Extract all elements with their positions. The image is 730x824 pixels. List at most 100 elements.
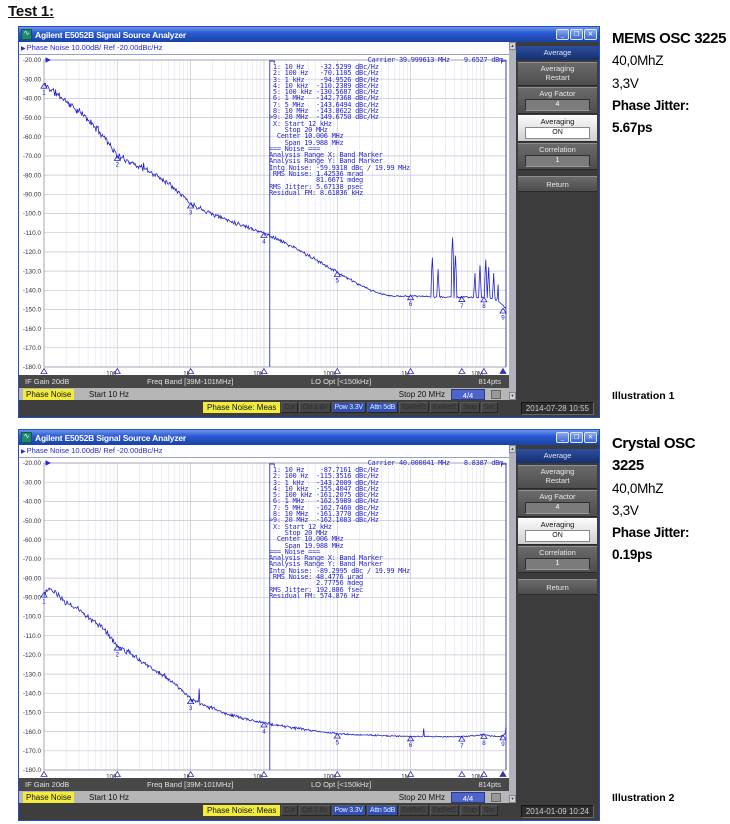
y-tick-label: -70.00 — [23, 153, 42, 160]
window-titlebar[interactable]: ∿ Agilent E5052B Signal Source Analyzer … — [19, 27, 599, 42]
y-tick-label: -150.0 — [23, 307, 42, 314]
softkey-correlation[interactable]: Correlation 1 — [518, 546, 597, 573]
y-tick-label: -50.00 — [23, 115, 42, 122]
marker-number: 1 — [42, 598, 46, 605]
carrier-frequency: Carrier 40.000041 MHz — [367, 459, 451, 467]
axis-marker-tick-icon — [40, 770, 48, 777]
status-item-extref2: ExtRef2 — [429, 805, 460, 816]
trace-select-arrow-icon: ▶ — [21, 46, 26, 52]
carrier-power: 8.8387 dBm — [463, 459, 503, 467]
y-tick-label: -120.0 — [23, 249, 42, 256]
scroll-down-icon[interactable]: ▼ — [509, 795, 516, 803]
window-titlebar[interactable]: ∿ Agilent E5052B Signal Source Analyzer … — [19, 430, 599, 445]
note-line: 0.19ps — [612, 547, 653, 563]
x-decade-label: 10k — [253, 372, 264, 378]
y-tick-label: -140.0 — [23, 690, 42, 697]
softkey-averaging[interactable]: Averaging ON — [518, 115, 597, 142]
marker-number: 4 — [262, 728, 266, 735]
phase-noise-graph: -20.00 -30.00 -40.00 -50.00 -60.00 -70.00 -80.… — [19, 55, 509, 378]
axis-marker-tick-icon — [113, 770, 122, 777]
minimize-button[interactable]: _ — [556, 29, 569, 40]
y-tick-label: -180.0 — [23, 767, 42, 774]
axis-marker-tick-icon — [333, 770, 341, 777]
y-tick-label: -70.00 — [23, 556, 42, 563]
window-title: Agilent E5052B Signal Source Analyzer — [35, 432, 187, 443]
app-icon: ∿ — [21, 432, 32, 443]
marker-triangle-icon — [499, 734, 507, 741]
y-tick-label: -90.00 — [23, 192, 42, 199]
y-tick-label: -80.00 — [23, 172, 42, 179]
softkey-label: Correlation — [539, 145, 576, 154]
axis-marker-tick-icon — [499, 770, 507, 777]
minimize-button[interactable]: _ — [556, 432, 569, 443]
scroll-up-icon[interactable]: ▲ — [509, 42, 516, 50]
softkey-return[interactable]: Return — [518, 579, 597, 595]
menu-items: Averaging Restart Avg Factor 4 Averaging ON Co… — [516, 60, 599, 193]
ref-level-arrow-icon — [45, 57, 51, 63]
spare-button[interactable] — [491, 390, 501, 399]
softkey-label: Averaging — [540, 520, 575, 529]
axis-marker-tick-icon — [480, 770, 488, 777]
restore-button[interactable]: ❐ — [570, 432, 583, 443]
axis-marker-tick-icon — [333, 367, 341, 374]
softkey-value: ON — [525, 127, 590, 139]
marker-triangle-icon — [480, 296, 488, 303]
status-item-attn-5db: Attn 5dB — [366, 402, 399, 413]
softkey-averaging-restart[interactable]: Averaging Restart — [518, 62, 597, 86]
close-button[interactable]: ✕ — [584, 29, 597, 40]
status-item-ctrl-1-8v: Ctrl 1.8V — [299, 805, 331, 816]
softkey-correlation[interactable]: Correlation 1 — [518, 143, 597, 170]
status-bar-system: Phase Noise: Meas Cor Ctrl 1.8V Pow 3.3V At… — [19, 803, 599, 820]
restore-button[interactable]: ❐ — [570, 29, 583, 40]
softkey-label: Restart — [545, 73, 570, 82]
status-item-pow-3-3v: Pow 3.3V — [331, 402, 366, 413]
marker-triangle-icon — [40, 82, 48, 89]
illustration-label: Illustration 1 — [612, 390, 675, 402]
scroll-down-icon[interactable]: ▼ — [509, 392, 516, 400]
softkey-return[interactable]: Return — [518, 176, 597, 192]
band-marker-flag-icon — [269, 463, 275, 467]
grid-major-lines — [44, 463, 506, 770]
note-line: Phase Jitter: — [612, 97, 690, 113]
softkey-averaging-restart[interactable]: Averaging Restart — [518, 465, 597, 489]
axis-marker-tick-icon — [458, 770, 466, 777]
sweep-stop-label: Stop 20 MHz — [398, 390, 445, 399]
panel-scrollbar[interactable]: ▲ ▼ — [509, 42, 516, 400]
marker-triangle-icon — [333, 732, 342, 739]
y-tick-label: -40.00 — [23, 96, 42, 103]
meas-status-badge: Phase Noise: Meas — [203, 805, 281, 816]
y-tick-label: -180.0 — [23, 364, 42, 371]
meas-status-badge: Phase Noise: Meas — [203, 402, 281, 413]
axis-marker-tick-icon — [480, 367, 488, 374]
softkey-averaging[interactable]: Averaging ON — [518, 518, 597, 545]
softkey-value: 4 — [525, 502, 590, 514]
datetime-display: 2014-07-28 10:55 — [520, 402, 594, 415]
phase-noise-plot: -20.00 -30.00 -40.00 -50.00 -60.00 -70.00 -80.… — [23, 57, 507, 378]
panel-scrollbar[interactable]: ▲ ▼ — [509, 445, 516, 803]
axis-marker-tick-icon — [260, 367, 268, 374]
marker-number: 2 — [116, 651, 120, 658]
marker-number: 8 — [482, 303, 486, 310]
marker-triangle-icon — [406, 735, 415, 742]
y-tick-label: -40.00 — [23, 499, 42, 506]
scroll-up-icon[interactable]: ▲ — [509, 445, 516, 453]
axis-marker-tick-icon — [186, 770, 195, 777]
softkey-avg-factor[interactable]: Avg Factor 4 — [518, 490, 597, 517]
freq-band-label: Freq Band [39M-101MHz] — [147, 377, 234, 386]
y-tick-label: -160.0 — [23, 326, 42, 333]
softkey-label: Return — [546, 180, 569, 189]
marker-triangle-icon — [499, 307, 507, 314]
softkey-avg-factor[interactable]: Avg Factor 4 — [518, 87, 597, 114]
marker-number: 9 — [501, 741, 505, 748]
y-tick-label: -100.0 — [23, 211, 42, 218]
sweep-start-label: Start 10 Hz — [89, 793, 130, 802]
graph-column: ▶Phase Noise 10.00dB/ Ref -20.00dBc/Hz -… — [19, 445, 509, 804]
trace-header-label: Phase Noise 10.00dB/ Ref -20.00dBc/Hz — [26, 43, 163, 52]
softkey-label: Avg Factor — [539, 89, 576, 98]
system-status-items: Cor Ctrl 1.8V Pow 3.3V Attn 5dB ExtRef1 ExtRe… — [281, 402, 498, 413]
spare-button[interactable] — [491, 793, 501, 802]
softkey-label: Averaging — [540, 117, 575, 126]
close-button[interactable]: ✕ — [584, 432, 597, 443]
marker-triangle-icon — [186, 698, 195, 704]
